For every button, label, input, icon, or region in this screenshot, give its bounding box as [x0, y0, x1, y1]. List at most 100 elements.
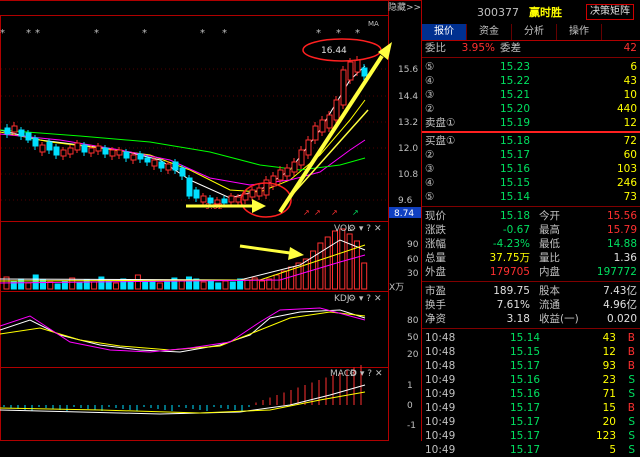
price-axis-label: 13.2	[398, 118, 418, 128]
stat-row: 外盘 179705 内盘 197772	[425, 266, 637, 278]
stat-row: 净资 3.18 收益(一) 0.020	[425, 313, 637, 325]
flat-arrow	[186, 199, 266, 213]
kdj-lines	[0, 307, 366, 353]
volume-bar	[361, 262, 368, 290]
candle	[18, 127, 25, 140]
volume-bar	[251, 277, 258, 290]
volume-bar	[280, 270, 287, 290]
svg-text:↗: ↗	[303, 208, 310, 217]
order-row[interactable]: ⑤ 15.14 73	[425, 191, 637, 203]
candle	[123, 149, 130, 162]
tick-row[interactable]: 10:49 15.17 20 S	[425, 416, 635, 428]
kdj-line	[0, 309, 366, 353]
volume-arrow	[239, 244, 304, 260]
green-marker: ↗	[352, 208, 359, 217]
volume-bar	[40, 279, 46, 290]
kdj-line	[0, 307, 366, 353]
panel-header: 300377 赢时胜 决策矩阵	[422, 0, 640, 24]
volume-ma-line	[0, 244, 366, 282]
order-row[interactable]: ⑤ 15.23 6	[425, 61, 637, 73]
vol-label: VOL	[334, 224, 352, 234]
candle	[186, 175, 193, 199]
volume-bar	[259, 280, 265, 290]
volume-bar	[142, 281, 149, 290]
volume-bar	[244, 279, 251, 290]
tick-row[interactable]: 10:49 15.16 23 S	[425, 374, 635, 386]
volume-bar	[222, 280, 229, 290]
panel-tabs: 报价 资金 分析 操作	[422, 24, 640, 41]
decision-matrix-button[interactable]: 决策矩阵	[586, 4, 634, 20]
tick-row[interactable]: 10:49 15.16 71 S	[425, 388, 635, 400]
order-row[interactable]: ③ 15.21 10	[425, 89, 637, 101]
tick-row[interactable]: 10:49 15.17 123 S	[425, 430, 635, 442]
candle	[95, 143, 102, 155]
indicator-axis-label: 30	[407, 269, 419, 279]
volume-bar	[156, 282, 163, 290]
macd-settings-icon[interactable]: ⚙ ▾ ? ✕	[349, 369, 383, 379]
indicator-axis-label: 80	[407, 316, 419, 326]
candle	[172, 159, 179, 174]
order-row[interactable]: ④ 15.15 246	[425, 177, 637, 189]
candle	[11, 122, 18, 136]
current-price-tag-bg	[389, 207, 421, 218]
candle	[109, 147, 116, 160]
finance-stats: 市盈 189.75 股本 7.43亿 换手 7.61% 流通 4.96亿 净资 3.18 收益(一)…	[422, 284, 640, 326]
price-axis-label: 9.6	[398, 196, 413, 206]
order-row[interactable]: ③ 15.16 103	[425, 163, 637, 175]
tick-row[interactable]: 10:49 15.17 15 B	[425, 402, 635, 414]
red-markers: ↗ ↗ ↗	[303, 208, 338, 217]
candlesticks	[4, 56, 368, 208]
order-row[interactable]: ② 15.20 440	[425, 103, 637, 115]
tick-row[interactable]: 10:48 15.14 43 B	[425, 332, 635, 344]
kdj-settings-icon[interactable]: ⚙ ▾ ? ✕	[348, 294, 382, 304]
stock-code: 300377	[477, 5, 519, 19]
tick-row[interactable]: 10:48 15.15 12 B	[425, 346, 635, 358]
tick-row[interactable]: 10:48 15.17 93 B	[425, 360, 635, 372]
volume-bar	[207, 279, 214, 290]
vol-settings-icon[interactable]: ⚙ ▾ ? ✕	[348, 224, 382, 234]
tick-row[interactable]: 10:49 15.17 5 S	[425, 444, 635, 456]
indicator-axis-label: 90	[407, 240, 419, 250]
volume-bar	[98, 276, 105, 290]
candle	[25, 130, 32, 143]
price-gridlines	[1, 68, 388, 201]
ma-label: MA	[368, 20, 379, 28]
volume-bar	[54, 283, 61, 290]
tab-0[interactable]: 报价	[422, 24, 467, 40]
tab-3[interactable]: 操作	[557, 24, 602, 40]
indicator-axes: 90 60 30 80 50 20 1 0 -1	[407, 240, 419, 431]
order-row[interactable]: 买盘① 15.18 72	[425, 135, 637, 147]
event-stars: * * * * * * * * * *	[0, 28, 360, 39]
order-row[interactable]: ② 15.17 60	[425, 149, 637, 161]
kline-chart[interactable]: 16.44 9.02 ↗↗↗ ↗ *** *** **** 隐藏>> MA 15…	[0, 0, 421, 441]
svg-text:*: *	[316, 28, 321, 39]
volume-bar	[32, 274, 39, 290]
vol-unit: X万	[389, 283, 404, 293]
volume-bar	[10, 280, 17, 290]
volume-bar	[76, 282, 83, 290]
volume-bar	[317, 242, 324, 290]
rising-arrow	[278, 42, 392, 214]
candle	[53, 144, 60, 159]
hide-toggle[interactable]: 隐藏>>	[388, 1, 421, 13]
kline-chart-area[interactable]: 16.44 9.02 ↗↗↗ ↗ *** *** **** 隐藏>> MA 15…	[0, 0, 421, 441]
volume-bar	[171, 277, 178, 290]
candle	[326, 111, 333, 132]
candle	[4, 124, 11, 138]
stock-name: 赢时胜	[529, 6, 562, 19]
candle	[158, 159, 165, 172]
candle	[347, 58, 354, 84]
tab-1[interactable]: 资金	[467, 24, 512, 40]
svg-text:*: *	[142, 28, 147, 39]
order-row[interactable]: ④ 15.22 43	[425, 75, 637, 87]
tick-list[interactable]: 10:48 15.14 43 B 10:48 15.15 12 B 10:48 15.17 93 B 1…	[422, 331, 640, 457]
candle	[74, 140, 81, 153]
volume-bar	[324, 236, 331, 290]
volume-bar	[83, 279, 90, 290]
candle	[179, 165, 186, 180]
kdj-line	[0, 311, 366, 351]
tab-2[interactable]: 分析	[512, 24, 557, 40]
order-row[interactable]: 卖盘① 15.19 12	[425, 117, 637, 129]
candle	[151, 157, 158, 170]
volume-bar	[193, 278, 200, 290]
